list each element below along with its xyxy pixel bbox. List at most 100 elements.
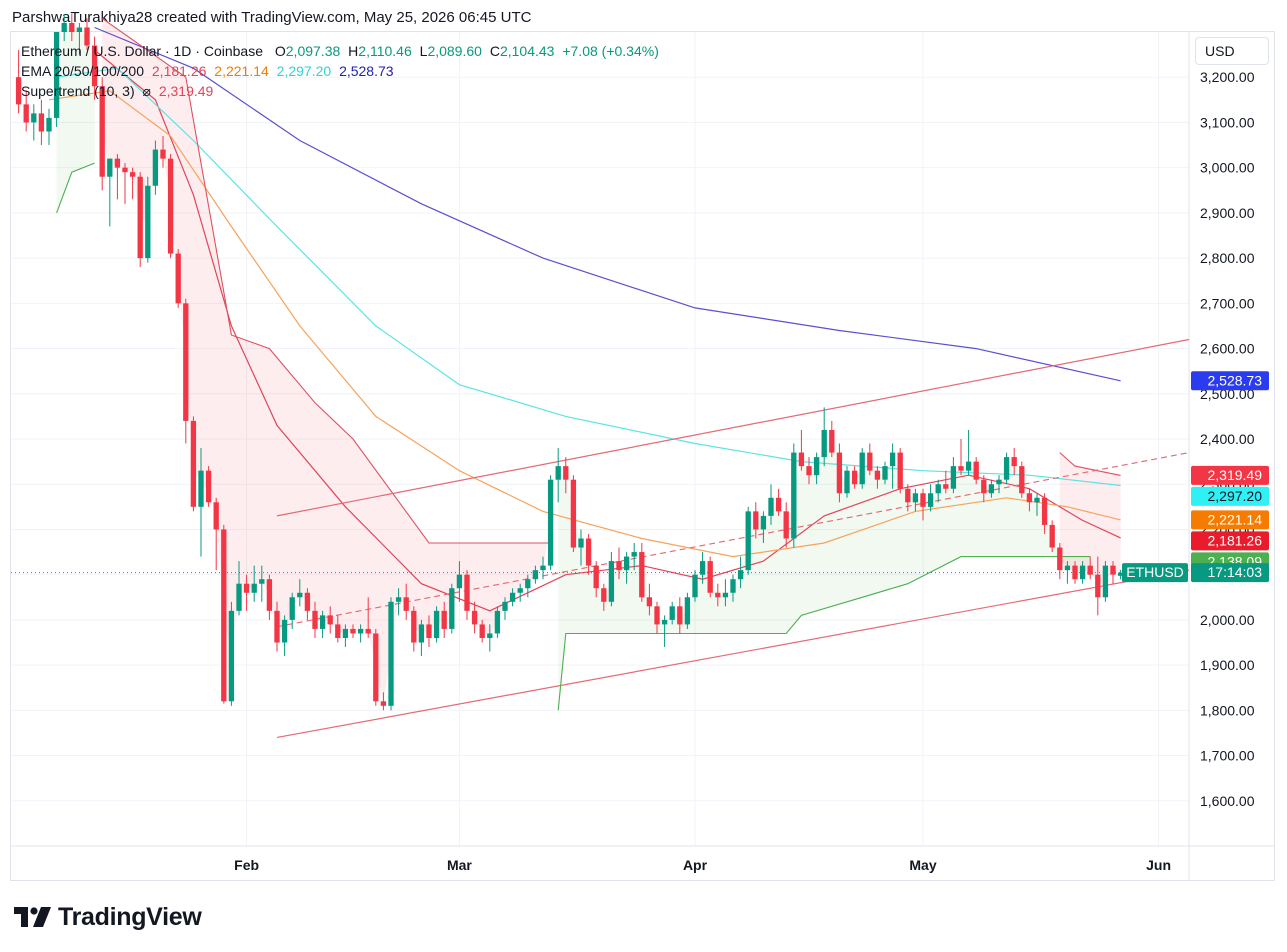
tradingview-logo[interactable]: TradingView [14, 902, 202, 932]
legend-symbol-row[interactable]: Ethereum / U.S. Dollar · 1D · Coinbase O… [21, 41, 663, 61]
candle-body[interactable] [935, 484, 941, 494]
candle-body[interactable] [76, 27, 83, 32]
candle-body[interactable] [31, 113, 37, 123]
candle-body[interactable] [661, 619, 668, 625]
candle-body[interactable] [15, 77, 22, 105]
candle-body[interactable] [547, 479, 554, 566]
candle-body[interactable] [646, 597, 653, 607]
candle-body[interactable] [509, 592, 516, 602]
candle-body[interactable] [806, 466, 812, 476]
candle-body[interactable] [319, 615, 326, 629]
candle-body[interactable] [920, 493, 926, 507]
candle-body[interactable] [426, 624, 432, 638]
candle-body[interactable] [623, 556, 630, 571]
candle-body[interactable] [464, 574, 470, 611]
ema-line-ema200[interactable] [94, 26, 1121, 382]
trendline-lower-channel[interactable] [276, 569, 1190, 739]
candle-body[interactable] [380, 701, 387, 706]
candle-body[interactable] [418, 624, 425, 643]
candle-body[interactable] [342, 628, 349, 638]
candle-body[interactable] [950, 466, 957, 489]
supertrend-line-down-1[interactable] [101, 17, 551, 544]
candle-body[interactable] [601, 588, 607, 602]
candle-body[interactable] [760, 515, 767, 530]
supertrend-line-down-3[interactable] [1059, 452, 1121, 476]
candle-body[interactable] [137, 176, 143, 259]
candle-body[interactable] [99, 86, 105, 177]
candle-body[interactable] [608, 561, 615, 602]
candle-body[interactable] [373, 633, 379, 702]
candle-body[interactable] [1079, 565, 1086, 580]
candle-body[interactable] [289, 597, 295, 620]
candle-body[interactable] [684, 597, 691, 625]
candle-body[interactable] [775, 497, 782, 512]
candle-body[interactable] [365, 628, 371, 634]
candle-body[interactable] [38, 113, 45, 132]
candle-body[interactable] [1064, 565, 1071, 571]
candle-body[interactable] [707, 561, 713, 593]
candle-body[interactable] [859, 452, 865, 485]
candle-body[interactable] [540, 565, 546, 571]
candle-body[interactable] [1057, 547, 1063, 571]
candle-body[interactable] [198, 470, 204, 507]
candle-body[interactable] [1003, 457, 1010, 480]
candle-body[interactable] [221, 529, 227, 702]
candle-body[interactable] [388, 601, 394, 706]
candle-body[interactable] [122, 167, 128, 173]
candle-body[interactable] [312, 610, 318, 629]
candle-body[interactable] [578, 538, 584, 548]
candle-body[interactable] [53, 32, 60, 118]
candle-body[interactable] [1087, 565, 1093, 575]
candle-body[interactable] [441, 610, 447, 629]
candle-body[interactable] [912, 493, 919, 503]
candle-body[interactable] [335, 624, 341, 638]
trendline-mid-channel[interactable] [276, 451, 1190, 628]
candle-body[interactable] [829, 429, 835, 453]
candle-body[interactable] [631, 552, 637, 557]
candle-body[interactable] [555, 466, 561, 480]
candle-body[interactable] [213, 502, 219, 530]
candle-body[interactable] [487, 633, 493, 638]
candle-body[interactable] [753, 511, 759, 530]
candle-body[interactable] [981, 479, 987, 494]
candle-body[interactable] [160, 149, 166, 159]
candle-body[interactable] [304, 592, 311, 611]
candle-body[interactable] [1049, 524, 1055, 548]
candle-body[interactable] [639, 552, 645, 598]
candle-body[interactable] [395, 597, 402, 602]
candle-body[interactable] [517, 588, 523, 593]
candle-body[interactable] [593, 565, 599, 589]
candle-body[interactable] [297, 592, 303, 598]
candle-body[interactable] [183, 303, 189, 421]
candle-body[interactable] [259, 579, 265, 584]
candle-body[interactable] [274, 610, 280, 643]
candle-body[interactable] [730, 579, 736, 593]
candle-body[interactable] [798, 452, 805, 467]
candle-body[interactable] [167, 158, 174, 254]
candle-body[interactable] [563, 466, 569, 480]
candle-body[interactable] [91, 45, 98, 87]
candle-body[interactable] [205, 470, 212, 503]
candle-body[interactable] [1041, 497, 1048, 525]
candle-body[interactable] [821, 429, 827, 458]
candle-body[interactable] [722, 592, 729, 598]
candle-body[interactable] [357, 628, 364, 634]
candle-body[interactable] [965, 461, 972, 471]
candle-body[interactable] [61, 22, 67, 32]
candle-body[interactable] [84, 27, 90, 46]
candle-body[interactable] [525, 579, 531, 589]
candle-body[interactable] [502, 601, 508, 611]
candle-body[interactable] [266, 579, 273, 611]
candle-body[interactable] [152, 149, 159, 186]
candle-body[interactable] [23, 104, 29, 123]
candle-body[interactable] [768, 497, 774, 516]
candle-body[interactable] [251, 583, 257, 593]
candle-body[interactable] [1026, 493, 1033, 503]
supertrend-line-up-2[interactable] [557, 556, 1091, 711]
candle-body[interactable] [927, 493, 934, 507]
candle-body[interactable] [836, 452, 843, 494]
candle-body[interactable] [844, 470, 850, 494]
legend-supertrend-label[interactable]: Supertrend (10, 3) [21, 83, 135, 99]
candle-body[interactable] [692, 574, 698, 598]
